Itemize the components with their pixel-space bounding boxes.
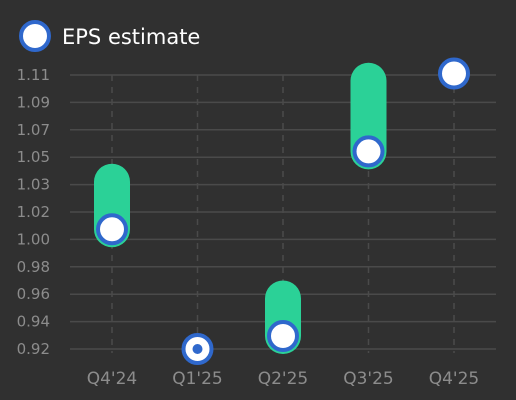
data-point [438,57,470,90]
range-bars [94,62,387,355]
y-tick-label: 1.07 [17,121,50,139]
x-tick-label: Q3'25 [343,369,394,389]
y-tick-label: 1.02 [17,203,50,221]
y-tick-label: 1.11 [17,66,50,84]
legend-marker [19,20,51,52]
legend-label: EPS estimate [62,25,200,49]
y-tick-label: 1.09 [17,93,50,111]
x-tick-label: Q1'25 [172,369,223,389]
x-tick-label: Q2'25 [258,369,309,389]
y-tick-label: 0.96 [17,285,50,303]
data-point-center [192,344,203,354]
y-tick-label: 0.94 [17,313,50,331]
data-point [96,213,128,246]
y-tick-label: 0.98 [17,258,50,276]
x-tick-label: Q4'25 [429,369,480,389]
y-tick-label: 1.00 [17,230,50,248]
data-point [352,135,385,168]
data-point [267,320,299,353]
legend: EPS estimate [19,20,200,52]
y-tick-label: 0.92 [17,340,50,358]
y-axis-labels: 0.92 0.94 0.96 0.98 1.00 1.02 1.03 1.05 1.07 1.09… [17,66,50,358]
data-points [96,57,470,365]
x-tick-label: Q4'24 [87,369,138,389]
y-tick-label: 1.05 [17,148,50,166]
y-tick-label: 1.03 [17,176,50,194]
x-axis-labels: Q4'24 Q1'25 Q2'25 Q3'25 Q4'25 [87,369,480,389]
